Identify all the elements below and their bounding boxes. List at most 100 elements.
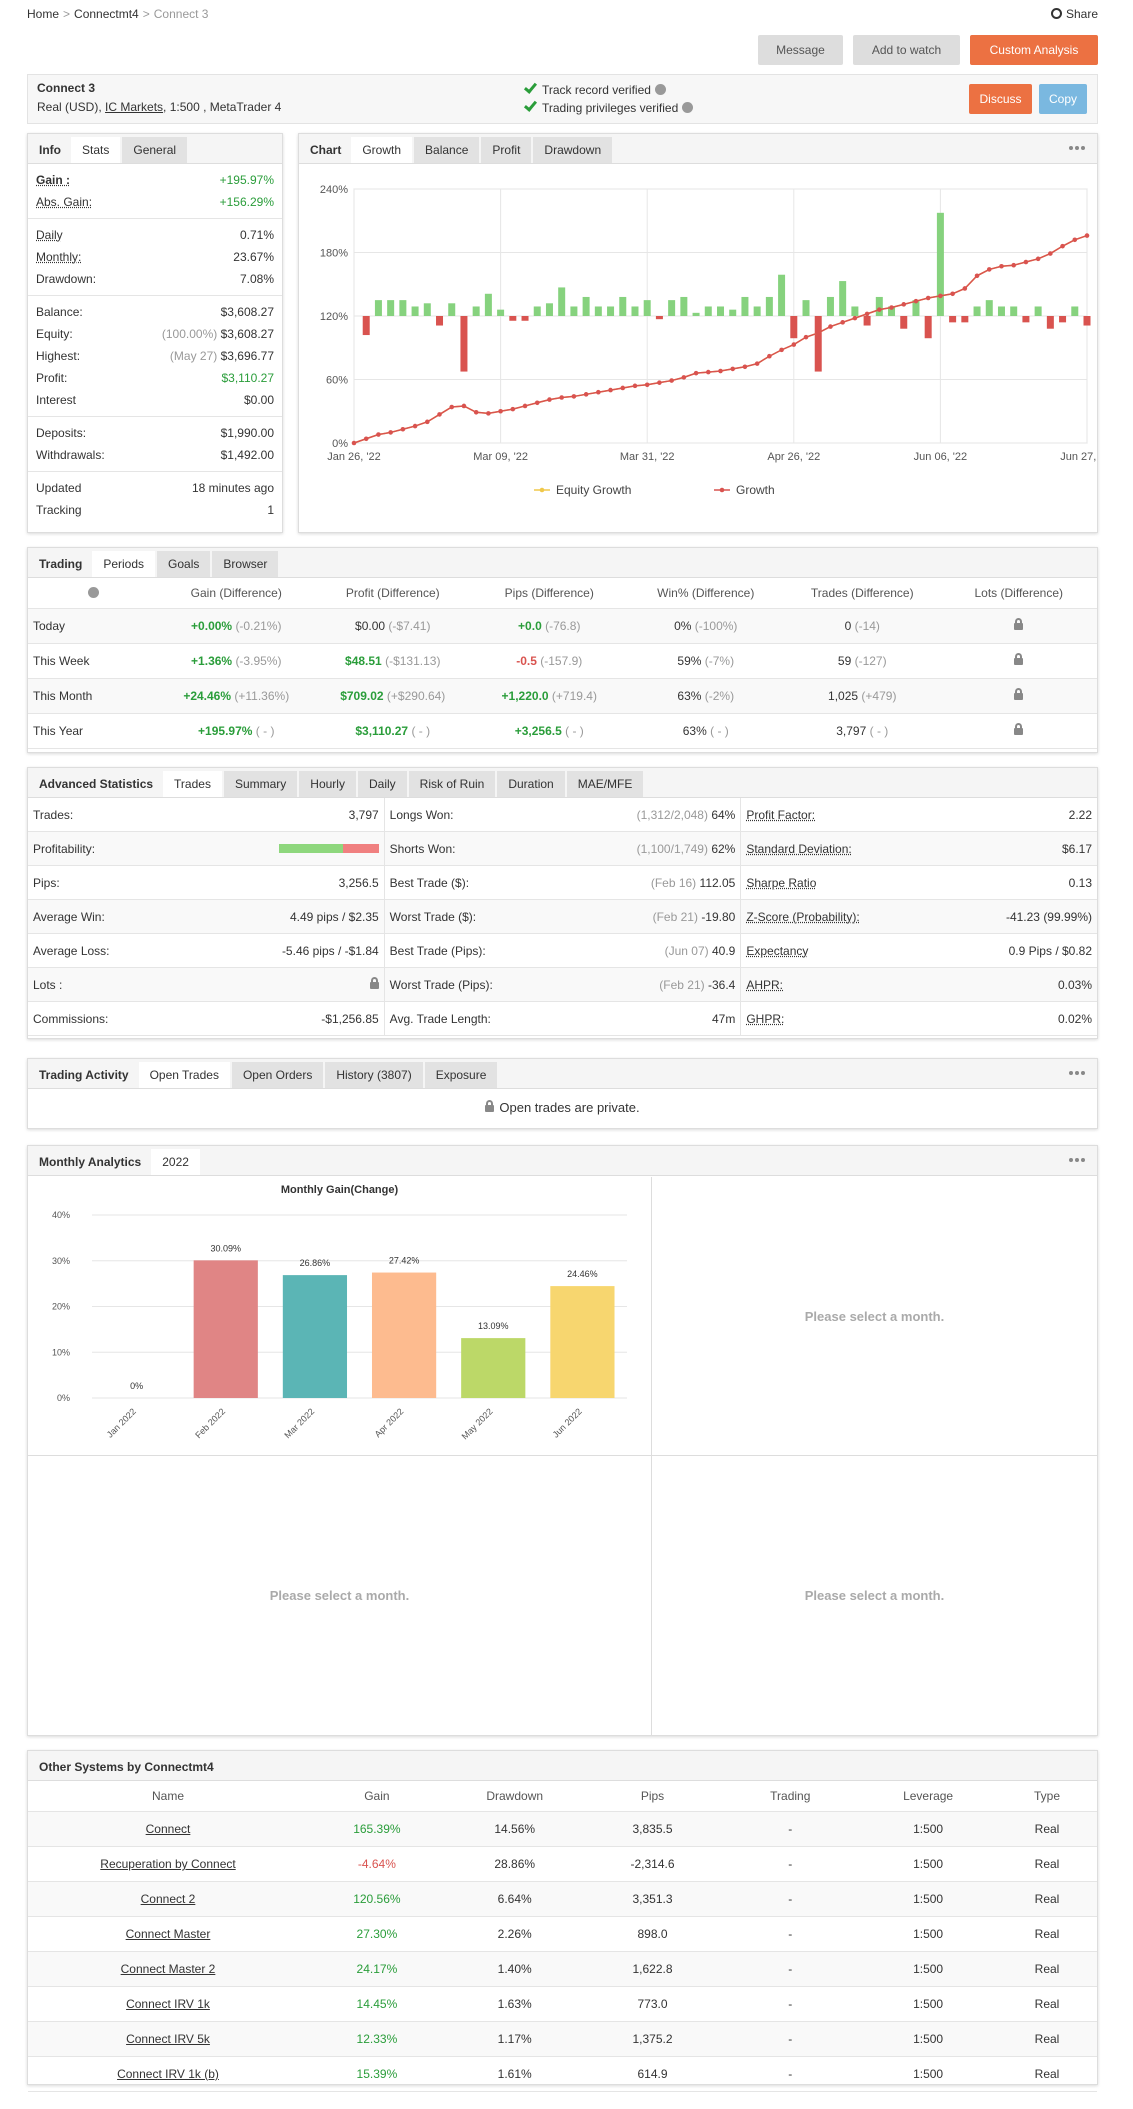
table-cell: Real xyxy=(997,1997,1097,2011)
tab[interactable]: 2022 xyxy=(151,1149,200,1175)
cell-value: Real xyxy=(1034,1892,1060,1906)
cell-value: Real xyxy=(1034,2067,1060,2081)
copy-button[interactable]: Copy xyxy=(1039,84,1087,114)
stat-value-wrap: 0.9 Pips / $0.82 xyxy=(1009,944,1092,958)
divider xyxy=(651,1177,652,1735)
line-marker xyxy=(1011,262,1016,268)
system-link[interactable]: Connect IRV 1k (b) xyxy=(117,2067,219,2081)
tab[interactable]: Exposure xyxy=(424,1062,498,1088)
tab[interactable]: Growth xyxy=(351,137,413,163)
table-cell: $48.51 (-$131.13) xyxy=(315,654,472,668)
system-link[interactable]: Connect xyxy=(145,1822,191,1836)
stat-value-wrap: -41.23 (99.99%) xyxy=(1006,910,1092,924)
daily-bar xyxy=(374,300,382,316)
stat-value-wrap: (1,100/1,749) 62% xyxy=(637,842,736,856)
table-cell: -4.64% xyxy=(308,1857,446,1871)
table-cell: Connect Master 2 xyxy=(28,1962,308,1976)
daily-bar xyxy=(765,296,773,316)
system-link[interactable]: Recuperation by Connect xyxy=(100,1857,236,1871)
stat-value-wrap: 3,797 xyxy=(349,808,379,822)
table-cell: - xyxy=(721,1962,859,1976)
chart-panel: Chart Growth Balance Profit Drawdown 0% 60% 120… xyxy=(298,133,1098,533)
tab[interactable]: Hourly xyxy=(299,771,356,797)
share-button[interactable]: Share xyxy=(1050,7,1098,21)
table-row: Connect IRV 1k 14.45% 1.63% 773.0 - 1:500 Real xyxy=(28,1987,1097,2022)
stat-label: Lots : xyxy=(33,977,63,992)
table-header: Gain (Difference) Profit (Difference) Pips… xyxy=(28,578,1097,609)
table-cell: 14.56% xyxy=(446,1822,584,1836)
daily-bar xyxy=(472,306,480,316)
tab[interactable]: History (3807) xyxy=(325,1062,423,1088)
stat-value: 0.9 Pips / $0.82 xyxy=(1008,943,1093,958)
action-button[interactable]: Custom Analysis xyxy=(970,35,1098,65)
cell-value: 63% xyxy=(682,724,707,738)
system-link[interactable]: Connect IRV 1k xyxy=(126,1997,210,2011)
value-label: 24.46% xyxy=(567,1269,598,1279)
table-cell: Connect xyxy=(28,1822,308,1836)
tab[interactable]: Daily xyxy=(357,771,407,797)
menu-icon[interactable] xyxy=(1069,1071,1085,1075)
tab-bar: Other Systems by Connectmt4 xyxy=(28,1751,1097,1781)
system-link[interactable]: Connect Master xyxy=(125,1927,211,1941)
line-marker xyxy=(1072,237,1078,243)
tab[interactable]: Balance xyxy=(414,137,480,163)
share-label: Share xyxy=(1065,7,1098,21)
system-link[interactable]: Connect 2 xyxy=(140,1892,196,1906)
stat-value-wrap: 4.49 pips / $2.35 xyxy=(290,910,379,924)
line-marker xyxy=(718,368,723,374)
tab[interactable]: Profit xyxy=(481,137,532,163)
tab[interactable]: Drawdown xyxy=(533,137,613,163)
tab[interactable]: Periods xyxy=(92,551,156,577)
daily-bar xyxy=(692,312,700,316)
cell-value: Real xyxy=(1034,1822,1060,1836)
stat-row: Standard Deviation: $6.17 xyxy=(741,832,1098,866)
daily-bar xyxy=(973,306,981,316)
line-marker xyxy=(901,302,907,307)
action-button[interactable]: Add to watch xyxy=(853,35,960,65)
discuss-button[interactable]: Discuss xyxy=(969,84,1032,114)
action-button[interactable]: Message xyxy=(758,35,843,65)
menu-icon[interactable] xyxy=(1069,146,1085,150)
stat-value-wrap: $1,492.00 xyxy=(221,448,274,462)
line-marker xyxy=(632,383,638,389)
system-link[interactable]: Connect IRV 5k xyxy=(126,2032,210,2046)
table-cell: Real xyxy=(997,2032,1097,2046)
daily-bar xyxy=(1034,306,1042,316)
cell-value: 63% xyxy=(677,689,702,703)
tab[interactable]: Stats xyxy=(71,137,121,163)
tab[interactable]: General xyxy=(122,137,188,163)
cell-value: 59 xyxy=(837,654,852,668)
tab[interactable]: Open Trades xyxy=(138,1062,230,1088)
value-label: 27.42% xyxy=(389,1256,420,1266)
line-marker xyxy=(1048,251,1053,256)
table-cell: Connect IRV 5k xyxy=(28,2032,308,2046)
menu-icon[interactable] xyxy=(1069,1158,1085,1162)
cell-diff: (+479) xyxy=(861,689,897,703)
month-placeholder: Please select a month. xyxy=(804,1588,945,1603)
tab[interactable]: Duration xyxy=(497,771,565,797)
tab[interactable]: Risk of Ruin xyxy=(408,771,496,797)
stat-row: Commissions: -$1,256.85 xyxy=(28,1002,384,1036)
tab[interactable]: Trades xyxy=(163,771,222,797)
tab[interactable]: Open Orders xyxy=(231,1062,324,1088)
breadcrumb-link[interactable]: Home xyxy=(27,7,60,21)
stat-row: Longs Won: (1,312/2,048) 64% xyxy=(384,798,741,832)
line-marker xyxy=(669,378,674,383)
cell-value: +0.0 xyxy=(518,619,542,633)
table-cell: -2,314.6 xyxy=(584,1857,722,1871)
tab[interactable]: MAE/MFE xyxy=(566,771,644,797)
daily-bar xyxy=(582,296,590,316)
stat-label: Trades: xyxy=(33,807,74,822)
broker-link[interactable]: IC Markets xyxy=(105,100,164,114)
tab[interactable]: Browser xyxy=(212,551,279,577)
cell-value: Real xyxy=(1034,1857,1060,1871)
tab[interactable]: Summary xyxy=(223,771,298,797)
stat-row: Drawdown: 7.08% xyxy=(28,268,282,290)
breadcrumb-link[interactable]: Connectmt4 xyxy=(74,7,139,21)
stat-value: 112.05 xyxy=(699,875,736,890)
verified-badge: Trading privileges verified xyxy=(523,98,694,115)
table-cell: Connect IRV 1k xyxy=(28,1997,308,2011)
system-link[interactable]: Connect Master 2 xyxy=(120,1962,216,1976)
line-marker xyxy=(657,380,662,385)
tab[interactable]: Goals xyxy=(157,551,211,577)
